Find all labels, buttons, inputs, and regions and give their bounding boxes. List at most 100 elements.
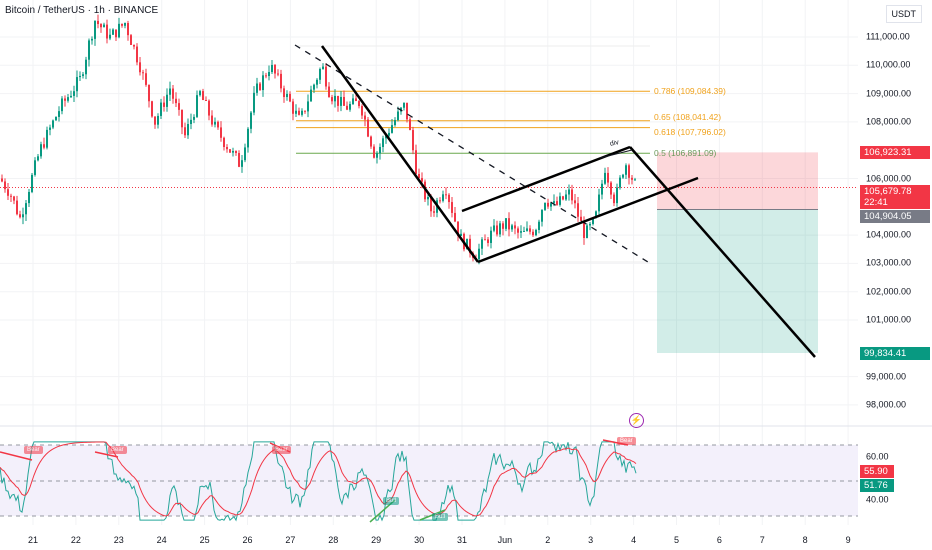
flash-icon[interactable]: ⚡ [629,413,644,428]
candle-body [457,221,459,236]
date-tick: 26 [242,535,253,545]
candle-body [154,116,156,125]
candle-body [541,209,543,222]
candle-body [283,88,285,98]
candle-body [562,196,564,200]
date-tick: 27 [285,535,296,545]
candle-body [601,183,603,195]
candle-body [250,112,252,129]
candle-body [454,212,456,222]
price-tick: 109,000.00 [866,88,912,99]
candle-body [610,182,612,195]
candle-body [538,221,540,230]
candle-body [592,217,594,224]
candle-body [577,203,579,217]
candle-body [241,160,243,167]
candle-body [289,93,291,102]
candle-body [37,156,39,161]
candle-body [502,223,504,229]
candle-body [34,160,36,175]
candle-body [235,151,237,154]
fib-level-label: 0.5 (106,891.09) [654,148,717,159]
candle-body [190,119,192,125]
candle-body [523,230,525,232]
date-tick: 9 [845,535,851,545]
candle-body [31,174,33,192]
candle-body [625,165,627,175]
projection-line [629,146,816,358]
candle-body [598,194,600,212]
candle-body [628,165,630,178]
candle-body [256,83,258,93]
candle-body [64,98,66,101]
candle-body [331,97,333,102]
currency-button[interactable]: USDT [885,5,922,23]
candle-body [634,179,636,181]
candle-body [559,196,561,205]
rsi-value-tag: 55.90 [860,465,894,478]
candle-body [445,194,447,196]
candle-body [631,177,633,180]
candle-body [271,64,273,73]
candle-body [166,94,168,107]
bear-label: Bear [617,437,636,445]
candle-body [4,181,6,190]
candle-body [340,96,342,106]
candle-body [406,102,408,120]
candle-body [199,91,201,96]
candle-body [442,194,444,201]
fib-level-label: 0.65 (108,041.42) [654,111,722,122]
candle-body [583,220,585,238]
candle-body [547,202,549,207]
candle-body [217,121,219,128]
candle-body [298,110,300,115]
candle-body [589,223,591,226]
candle-body [607,172,609,183]
candle-body [94,20,96,39]
candle-body [430,197,432,212]
candle-body [580,216,582,221]
candle-body [619,177,621,188]
candle-body [295,110,297,114]
candle-body [187,124,189,136]
last-price-tag: 105,679.78 22:41 [860,185,930,209]
candle-body [460,233,462,236]
candle-body [142,72,144,74]
candle-body [49,127,51,130]
candle-body [286,93,288,98]
candle-body [514,225,516,229]
candle-body [574,200,576,204]
candle-body [58,111,60,117]
candle-body [61,98,63,112]
candle-body [433,211,435,213]
candle-body [40,144,42,157]
bear-label: Bear [24,446,43,454]
date-tick: 25 [199,535,210,545]
candle-body [262,75,264,91]
candle-body [325,66,327,87]
candle-body [232,151,234,153]
candle-body [124,23,126,26]
candle-body [277,73,279,75]
candle-body [79,75,81,78]
rsi-line [0,441,637,522]
candle-body [421,178,423,182]
candle-body [307,101,309,112]
candle-body [25,203,27,215]
candle-body [379,146,381,154]
candle-body [493,225,495,231]
candle-body [145,73,147,85]
candle-body [208,100,210,116]
candle-body [109,34,111,39]
candle-body [595,211,597,218]
date-tick: 28 [328,535,339,545]
candle-body [247,128,249,148]
candle-body [73,91,75,96]
candle-body [346,105,348,110]
bar-countdown: 22:41 [864,197,888,208]
candle-body [556,201,558,205]
candle-body [85,59,87,75]
last-price: 105,679.78 [864,186,912,197]
candle-body [76,77,78,92]
